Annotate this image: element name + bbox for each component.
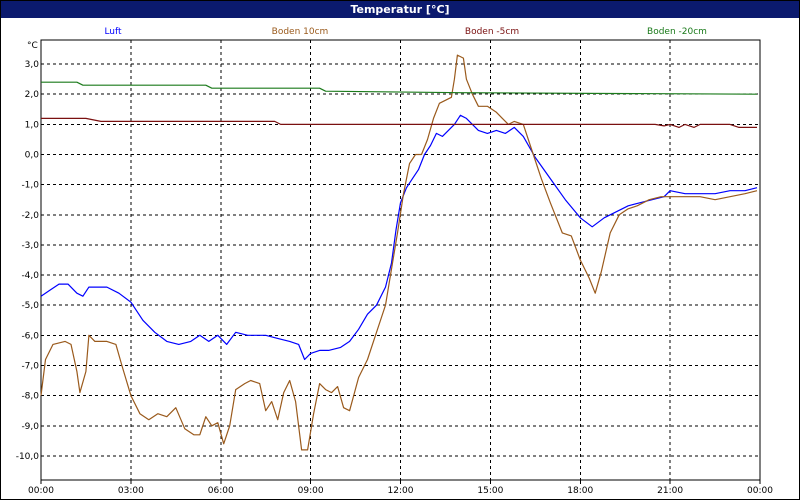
x-tick-time: 15:00: [477, 486, 503, 496]
series-line-3: [41, 117, 757, 129]
x-tick-time: 21:00: [657, 486, 683, 496]
grid: [41, 40, 760, 480]
legend-entry: Boden -20cm: [647, 27, 707, 37]
y-tick-label: -6,0: [21, 331, 39, 341]
y-tick-label: -3,0: [21, 241, 39, 251]
legend-entry: Luft: [104, 27, 122, 37]
series-line-2: [40, 54, 758, 451]
y-tick-label: -10,0: [16, 452, 40, 462]
legend: Luft Boden 10cm Boden -5cm Boden -20cm: [104, 27, 707, 37]
y-axis-unit-label: °C: [27, 41, 38, 51]
y-tick-label: -1,0: [21, 181, 39, 191]
series-lines: [40, 54, 758, 451]
series-line-1: [40, 114, 758, 361]
temperature-chart: °C Luft Boden 10cm Boden -5cm Boden -20cm 3…: [16, 27, 774, 496]
x-tick-time: 06:00: [208, 486, 234, 496]
x-tick-time: 09:00: [298, 486, 324, 496]
x-tick-time: 00:00: [747, 486, 773, 496]
y-tick-label: 2,0: [25, 90, 40, 100]
legend-entry: Boden 10cm: [272, 27, 329, 37]
y-axis-ticks: 3,0 2,0 1,0 0,0 -1,0 -2,0 -3,0 -4,0 -5,0 -6,0 -7,0…: [16, 60, 40, 462]
x-tick-time: 12:00: [388, 486, 414, 496]
y-tick-label: -2,0: [21, 211, 39, 221]
y-tick-label: -4,0: [21, 271, 39, 281]
y-tick-label: -7,0: [21, 361, 39, 371]
y-tick-label: -8,0: [21, 392, 39, 402]
x-tick-time: 03:00: [118, 486, 144, 496]
y-tick-label: 3,0: [25, 60, 40, 70]
legend-entry: Boden -5cm: [465, 27, 519, 37]
x-axis-ticks: 00:0011.01.2403:0011.01.2406:0011.01.240…: [28, 480, 773, 496]
series-line-4: [41, 81, 758, 95]
x-tick-time: 00:00: [28, 486, 54, 496]
y-tick-label: 1,0: [25, 120, 40, 130]
y-tick-label: 0,0: [25, 151, 40, 161]
y-tick-label: -9,0: [21, 422, 39, 432]
y-tick-label: -5,0: [21, 301, 39, 311]
x-tick-time: 18:00: [567, 486, 593, 496]
chart-title: Temperatur [°C]: [1, 1, 799, 18]
